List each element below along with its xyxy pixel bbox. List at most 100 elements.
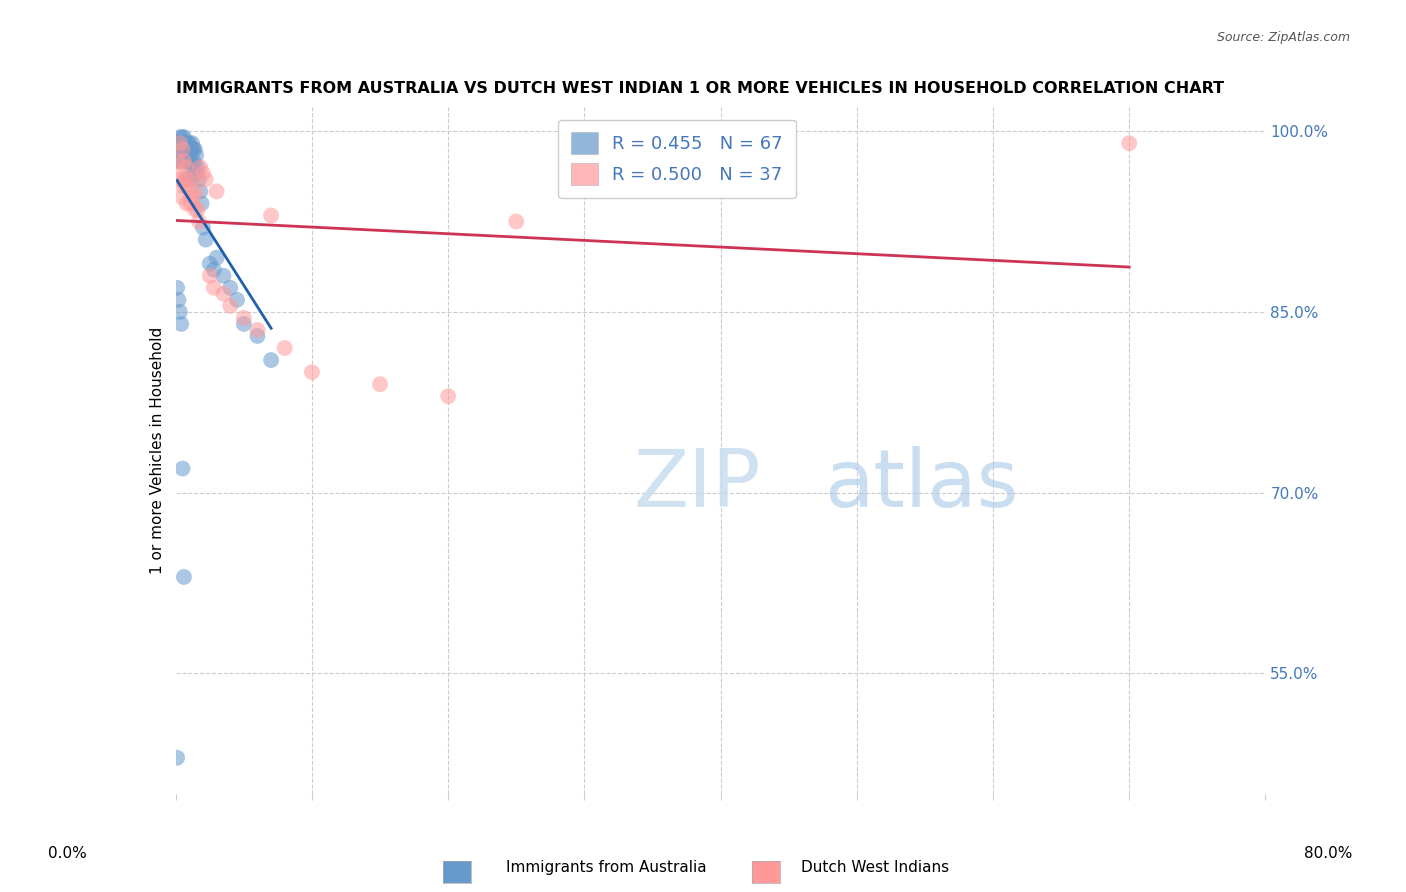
Point <box>166 154 188 169</box>
Point <box>174 178 197 193</box>
Point <box>177 154 200 169</box>
Point <box>183 190 205 204</box>
Point <box>170 136 193 151</box>
Point <box>505 214 527 228</box>
Point <box>169 305 191 319</box>
Point <box>176 196 198 211</box>
Point <box>174 154 197 169</box>
Point <box>167 136 190 151</box>
Point <box>1118 136 1140 151</box>
Legend: R = 0.455   N = 67, R = 0.500   N = 37: R = 0.455 N = 67, R = 0.500 N = 37 <box>558 120 796 198</box>
Point <box>173 154 195 169</box>
Point <box>177 172 200 186</box>
Point <box>176 161 198 175</box>
Point <box>177 136 200 151</box>
Point <box>173 570 195 584</box>
Point <box>198 268 221 283</box>
Point <box>180 154 202 169</box>
Point <box>187 172 209 186</box>
Point <box>176 136 198 151</box>
Point <box>437 389 460 403</box>
Text: 0.0%: 0.0% <box>48 847 87 861</box>
Point <box>170 148 193 162</box>
Point <box>174 136 197 151</box>
Point <box>205 251 228 265</box>
Point <box>191 220 214 235</box>
Point <box>179 136 201 151</box>
Point <box>173 142 195 156</box>
Point <box>179 172 201 186</box>
Point <box>191 166 214 180</box>
Point <box>173 130 195 145</box>
Point <box>179 185 201 199</box>
Point <box>202 281 225 295</box>
Point <box>181 142 204 156</box>
Point <box>174 172 197 186</box>
Point <box>368 377 391 392</box>
Point <box>190 196 212 211</box>
Point <box>170 178 193 193</box>
Point <box>232 317 254 331</box>
Point <box>186 161 209 175</box>
Point <box>181 161 204 175</box>
Text: IMMIGRANTS FROM AUSTRALIA VS DUTCH WEST INDIAN 1 OR MORE VEHICLES IN HOUSEHOLD C: IMMIGRANTS FROM AUSTRALIA VS DUTCH WEST … <box>176 81 1223 96</box>
Point <box>179 154 201 169</box>
Point <box>194 233 217 247</box>
Point <box>274 341 297 355</box>
Point <box>169 154 191 169</box>
Point <box>219 299 242 313</box>
Point <box>212 268 235 283</box>
Point <box>176 154 198 169</box>
Point <box>166 136 188 151</box>
Point <box>212 286 235 301</box>
Point <box>181 136 204 151</box>
Point <box>173 136 195 151</box>
Point <box>186 166 208 180</box>
Text: ZIP: ZIP <box>633 446 761 524</box>
Point <box>188 161 211 175</box>
Point <box>187 214 209 228</box>
Point <box>177 142 200 156</box>
Point <box>184 202 207 217</box>
Point <box>172 190 194 204</box>
Point <box>184 142 207 156</box>
Text: Dutch West Indians: Dutch West Indians <box>801 861 949 875</box>
Point <box>176 142 198 156</box>
Text: 80.0%: 80.0% <box>1305 847 1353 861</box>
Point <box>232 310 254 325</box>
Point <box>188 185 211 199</box>
Point <box>167 293 190 307</box>
Point <box>170 142 193 156</box>
Point <box>260 209 283 223</box>
Point <box>167 142 190 156</box>
Point <box>166 750 188 764</box>
Point <box>205 185 228 199</box>
Point <box>181 172 204 186</box>
Point <box>186 185 208 199</box>
Point <box>198 257 221 271</box>
Text: atlas: atlas <box>824 446 1018 524</box>
Point <box>246 323 269 337</box>
Point <box>166 142 188 156</box>
Point <box>169 172 191 186</box>
Point <box>170 317 193 331</box>
Point <box>183 154 205 169</box>
Point <box>184 161 207 175</box>
Point <box>172 136 194 151</box>
Point <box>186 148 208 162</box>
Point <box>219 281 242 295</box>
Point <box>167 166 190 180</box>
Point <box>180 196 202 211</box>
Text: Immigrants from Australia: Immigrants from Australia <box>506 861 707 875</box>
Y-axis label: 1 or more Vehicles in Household: 1 or more Vehicles in Household <box>149 326 165 574</box>
Point <box>179 142 201 156</box>
Point <box>226 293 249 307</box>
Point <box>180 142 202 156</box>
Point <box>246 329 269 343</box>
Point <box>172 154 194 169</box>
Text: Source: ZipAtlas.com: Source: ZipAtlas.com <box>1216 31 1350 45</box>
Point <box>301 365 323 379</box>
Point <box>169 136 191 151</box>
Point <box>174 142 197 156</box>
Point <box>186 202 209 217</box>
